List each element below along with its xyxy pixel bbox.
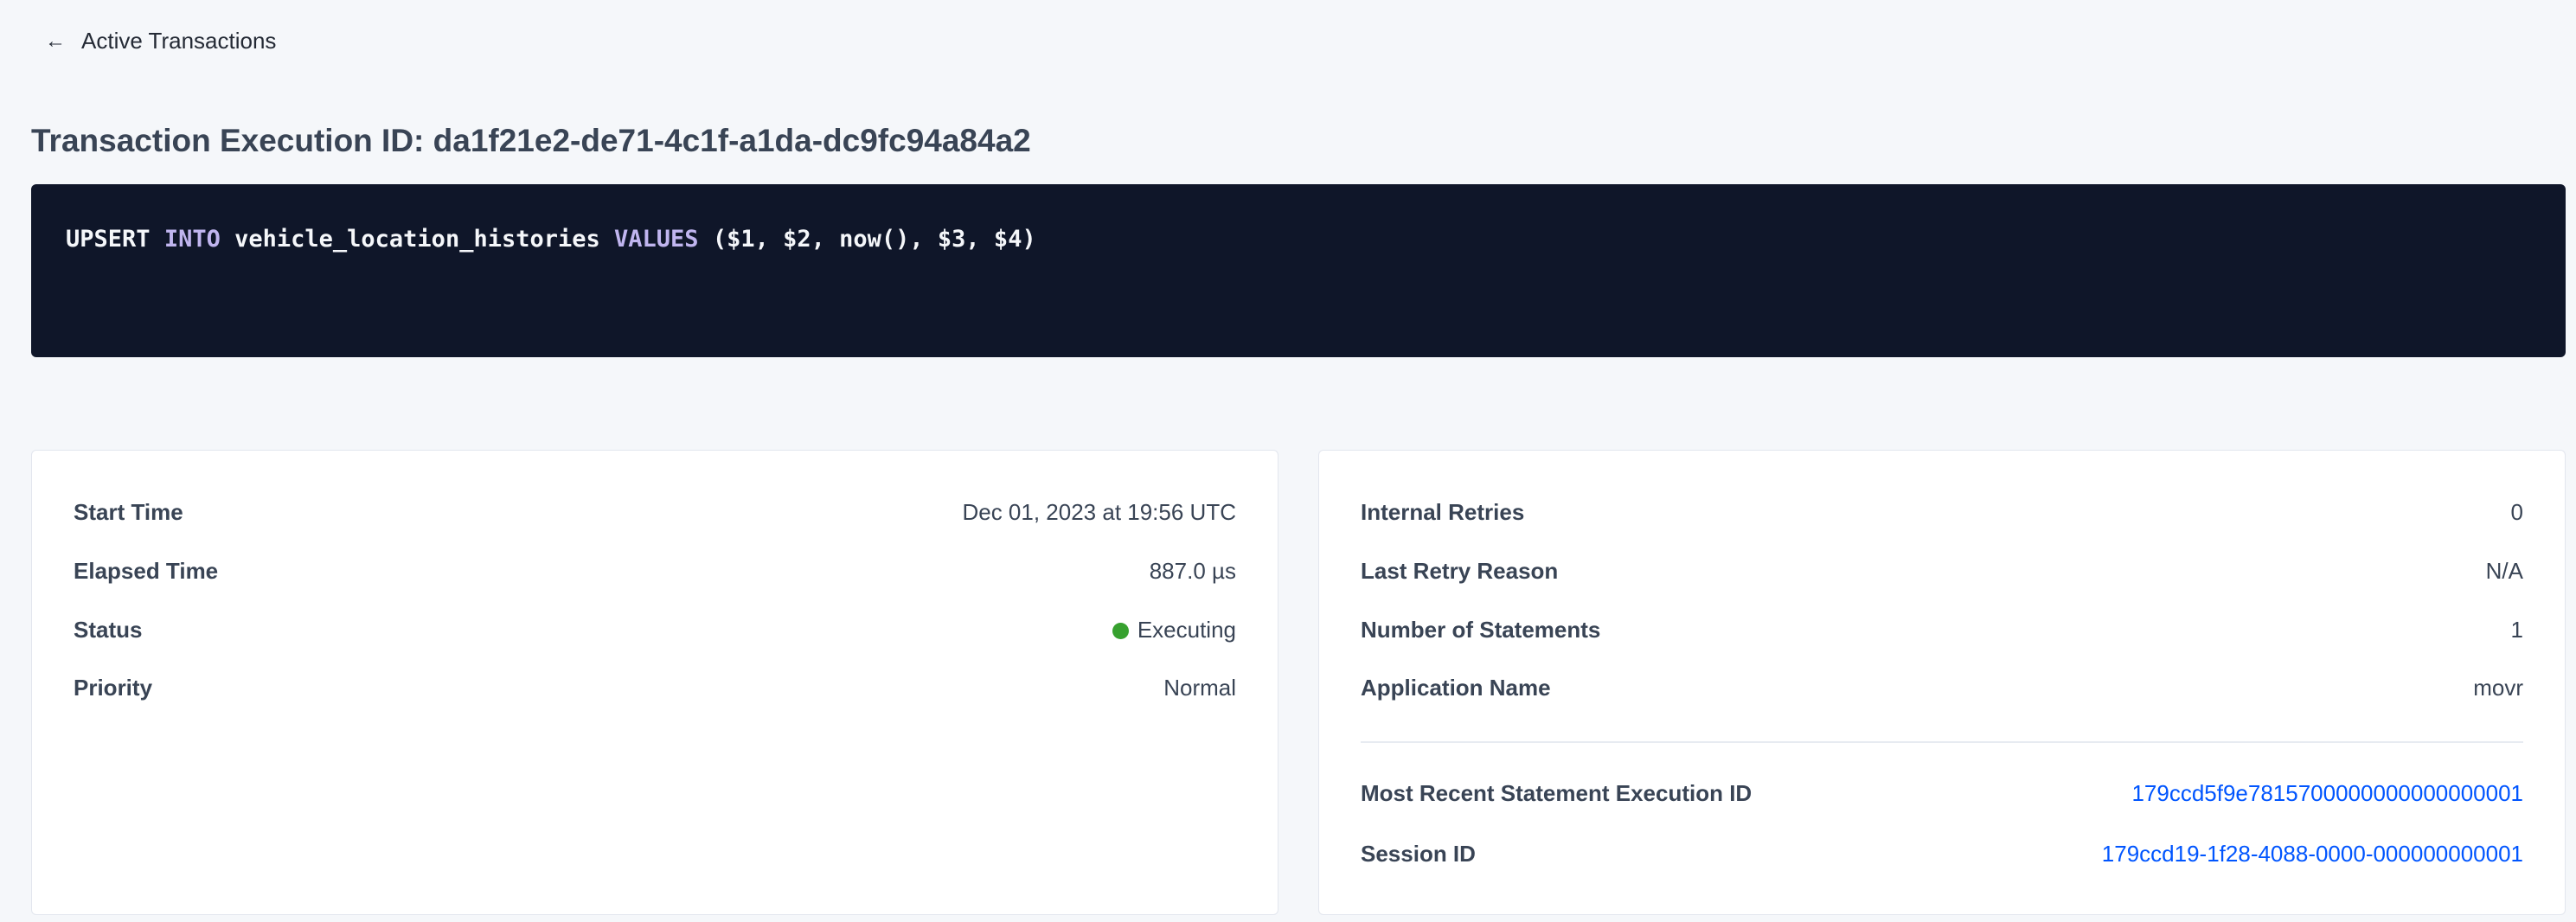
row-value: Dec 01, 2023 at 19:56 UTC bbox=[962, 498, 1236, 525]
sql-keyword: VALUES bbox=[614, 226, 699, 253]
row-label: Priority bbox=[74, 674, 153, 701]
elapsed-time-row: Elapsed Time 887.0 µs bbox=[74, 554, 1236, 588]
session-id-row: Session ID 179ccd19-1f28-4088-0000-00000… bbox=[1361, 836, 2523, 871]
row-value: N/A bbox=[2485, 557, 2523, 584]
status-text: Executing bbox=[1137, 616, 1236, 643]
sql-keyword: UPSERT bbox=[66, 226, 151, 253]
status-row: Status Executing bbox=[74, 612, 1236, 647]
row-value: 0 bbox=[2510, 498, 2523, 525]
internal-retries-row: Internal Retries 0 bbox=[1361, 495, 2523, 529]
sql-table-name: vehicle_location_histories bbox=[234, 226, 600, 253]
divider bbox=[1361, 741, 2523, 743]
priority-row: Priority Normal bbox=[74, 670, 1236, 705]
row-label: Start Time bbox=[74, 498, 183, 525]
row-label: Last Retry Reason bbox=[1361, 557, 1559, 584]
row-label: Session ID bbox=[1361, 840, 1476, 867]
row-value: Normal bbox=[1163, 674, 1236, 701]
row-value: 887.0 µs bbox=[1149, 557, 1236, 584]
page-title: Transaction Execution ID: da1f21e2-de71-… bbox=[31, 123, 1031, 158]
status-dot-icon bbox=[1112, 622, 1129, 639]
last-retry-reason-row: Last Retry Reason N/A bbox=[1361, 554, 2523, 588]
row-value: 1 bbox=[2510, 616, 2523, 643]
row-label: Elapsed Time bbox=[74, 557, 219, 584]
transaction-details-card: Internal Retries 0 Last Retry Reason N/A… bbox=[1318, 450, 2566, 915]
row-value: movr bbox=[2473, 674, 2523, 701]
start-time-row: Start Time Dec 01, 2023 at 19:56 UTC bbox=[74, 495, 1236, 529]
session-id-link[interactable]: 179ccd19-1f28-4088-0000-000000000001 bbox=[2101, 840, 2523, 867]
recent-statement-id-row: Most Recent Statement Execution ID 179cc… bbox=[1361, 776, 2523, 810]
back-link-label: Active Transactions bbox=[81, 28, 277, 54]
row-label: Most Recent Statement Execution ID bbox=[1361, 779, 1753, 806]
arrow-left-icon: ← bbox=[45, 29, 66, 53]
back-link-active-transactions[interactable]: ← Active Transactions bbox=[45, 28, 276, 54]
row-label: Internal Retries bbox=[1361, 498, 1525, 525]
sql-arguments: ($1, $2, now(), $3, $4) bbox=[712, 226, 1036, 253]
number-of-statements-row: Number of Statements 1 bbox=[1361, 612, 2523, 647]
status-badge: Executing bbox=[1112, 617, 1236, 643]
transaction-summary-card: Start Time Dec 01, 2023 at 19:56 UTC Ela… bbox=[31, 450, 1278, 915]
row-label: Number of Statements bbox=[1361, 616, 1601, 643]
application-name-row: Application Name movr bbox=[1361, 670, 2523, 705]
row-label: Status bbox=[74, 616, 143, 643]
row-label: Application Name bbox=[1361, 674, 1551, 701]
statement-execution-id-link[interactable]: 179ccd5f9e7815700000000000000001 bbox=[2131, 779, 2523, 806]
sql-statement-block: UPSERT INTO vehicle_location_histories V… bbox=[31, 184, 2566, 357]
sql-keyword: INTO bbox=[163, 226, 221, 253]
